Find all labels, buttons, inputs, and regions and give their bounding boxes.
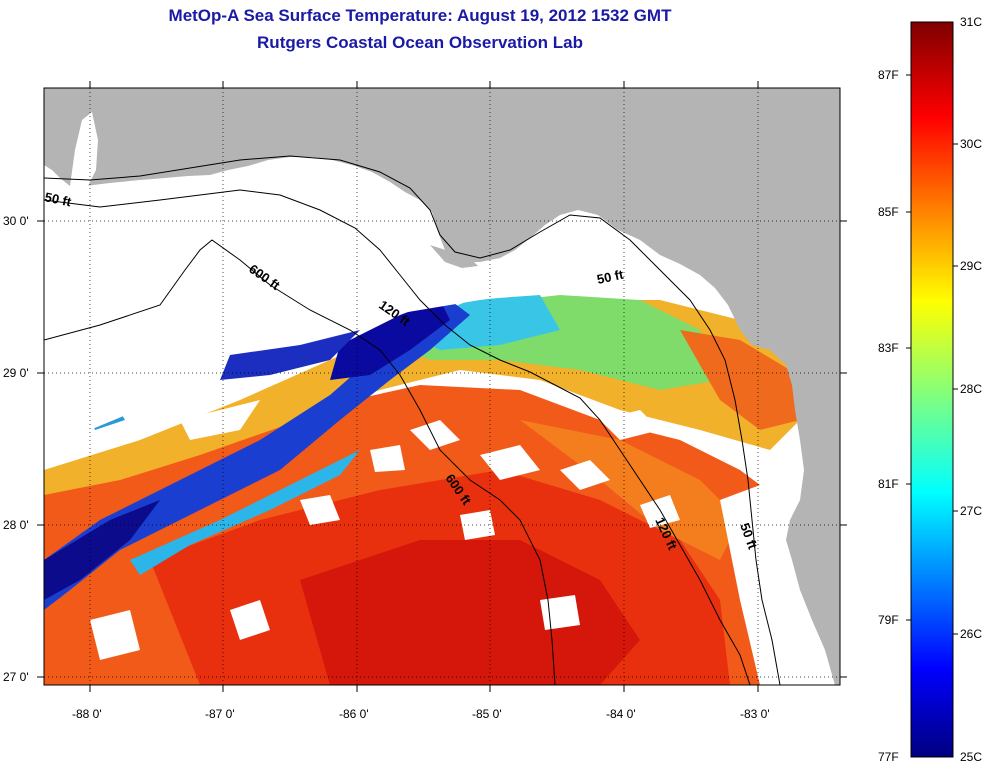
iso-label-50ft-west: 50 ft xyxy=(43,189,73,209)
sst-field xyxy=(44,295,830,685)
isobaths xyxy=(44,155,781,685)
map-title: MetOp-A Sea Surface Temperature: August … xyxy=(168,6,672,25)
colorbar-celsius-label: 29C xyxy=(960,259,983,273)
colorbar-celsius-label: 27C xyxy=(960,504,983,518)
colorbar-fahrenheit-label: 87F xyxy=(878,68,899,82)
colorbar-fahrenheit-label: 77F xyxy=(878,750,899,764)
graticule xyxy=(44,88,840,685)
lon-tick-label: -86 0' xyxy=(339,707,369,721)
lat-tick-label: 27 0' xyxy=(3,670,29,684)
lat-tick-label: 30 0' xyxy=(3,214,29,228)
colorbar-celsius-label: 25C xyxy=(960,750,983,764)
colorbar xyxy=(910,21,954,758)
land xyxy=(44,88,840,685)
colorbar-celsius-label: 30C xyxy=(960,137,983,151)
lat-tick-label: 28 0' xyxy=(3,518,29,532)
lat-tick-label: 29 0' xyxy=(3,366,29,380)
colorbar-celsius-label: 31C xyxy=(960,15,983,29)
lon-tick-label: -84 0' xyxy=(606,707,636,721)
isobath-600ft xyxy=(44,239,556,685)
lon-tick-label: -88 0' xyxy=(72,707,102,721)
colorbar-fahrenheit-label: 85F xyxy=(878,205,899,219)
lon-tick-label: -87 0' xyxy=(205,707,235,721)
colorbar-fahrenheit-label: 79F xyxy=(878,613,899,627)
colorbar-celsius-label: 28C xyxy=(960,382,983,396)
colorbar-celsius-label: 26C xyxy=(960,627,983,641)
map-subtitle: Rutgers Coastal Ocean Observation Lab xyxy=(257,33,583,52)
isobath-50ft xyxy=(44,155,781,685)
colorbar-fahrenheit-label: 81F xyxy=(878,477,899,491)
lon-tick-label: -83 0' xyxy=(740,707,770,721)
lon-tick-label: -85 0' xyxy=(472,707,502,721)
colorbar-fahrenheit-label: 83F xyxy=(878,341,899,355)
isobath-120ft xyxy=(44,189,751,685)
iso-label-50ft-east: 50 ft xyxy=(596,267,626,287)
map-frame xyxy=(43,87,841,686)
